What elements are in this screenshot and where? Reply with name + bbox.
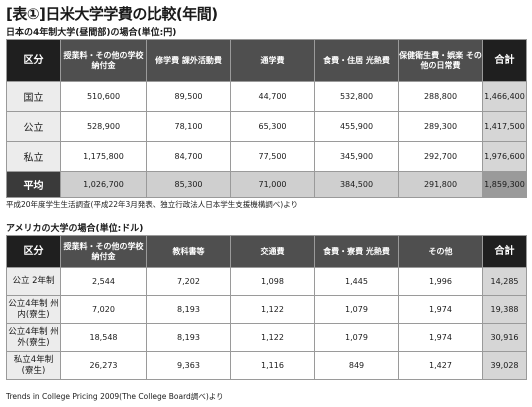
- table-row: 公立4年制 州外(寮生) 18,548 8,193 1,122 1,079 1,…: [6, 323, 527, 352]
- cell-other: 1,996: [398, 267, 483, 296]
- cell-transport: 1,098: [230, 267, 315, 296]
- row-label-private-4yr: 私立4年制 (寮生): [6, 351, 61, 380]
- cell-health-leisure: 292,700: [398, 141, 483, 172]
- header-food-dorm: 食費・寮費 光熱費: [314, 235, 399, 268]
- row-label-national: 国立: [6, 81, 61, 112]
- cell-total: 1,417,500: [482, 111, 527, 142]
- cell-other: 1,974: [398, 323, 483, 352]
- cell-tuition: 7,020: [60, 295, 147, 324]
- row-label-public-2yr: 公立 2年制: [6, 267, 61, 296]
- usa-table-subtitle: アメリカの大学の場合(単位:ドル): [6, 224, 144, 234]
- cell-total: 14,285: [482, 267, 527, 296]
- cell-study-activity: 84,700: [146, 141, 231, 172]
- cell-textbooks: 9,363: [146, 351, 231, 380]
- japan-header-row: 区分 授業料・その他の学校納付金 修学費 課外活動費 通学費 食費・住居 光熱費…: [6, 39, 527, 82]
- header-tuition: 授業料・その他の学校納付金: [60, 39, 147, 82]
- header-tuition: 授業料・その他の学校納付金: [60, 235, 147, 268]
- cell-transport: 1,122: [230, 295, 315, 324]
- cell-food-housing: 384,500: [314, 171, 399, 198]
- table-row: 私立4年制 (寮生) 26,273 9,363 1,116 849 1,427 …: [6, 351, 527, 380]
- cell-food-dorm: 1,079: [314, 323, 399, 352]
- table-row: 公立4年制 州内(寮生) 7,020 8,193 1,122 1,079 1,9…: [6, 295, 527, 324]
- cell-total: 1,859,300: [482, 171, 527, 198]
- cell-total: 19,388: [482, 295, 527, 324]
- table-row: 私立 1,175,800 84,700 77,500 345,900 292,7…: [6, 141, 527, 172]
- cell-total: 1,466,400: [482, 81, 527, 112]
- row-label-public-4yr-in-state: 公立4年制 州内(寮生): [6, 295, 61, 324]
- cell-tuition: 510,600: [60, 81, 147, 112]
- cell-commute: 65,300: [230, 111, 315, 142]
- cell-textbooks: 8,193: [146, 323, 231, 352]
- cell-study-activity: 78,100: [146, 111, 231, 142]
- cell-commute: 71,000: [230, 171, 315, 198]
- header-textbooks: 教科書等: [146, 235, 231, 268]
- table-row: 国立 510,600 89,500 44,700 532,800 288,800…: [6, 81, 527, 112]
- row-label-public: 公立: [6, 111, 61, 142]
- cell-textbooks: 8,193: [146, 295, 231, 324]
- cell-food-dorm: 1,079: [314, 295, 399, 324]
- cell-commute: 44,700: [230, 81, 315, 112]
- header-other: その他: [398, 235, 483, 268]
- row-label-private: 私立: [6, 141, 61, 172]
- cell-total: 39,028: [482, 351, 527, 380]
- row-label-public-4yr-out-of-state: 公立4年制 州外(寮生): [6, 323, 61, 352]
- cell-tuition: 18,548: [60, 323, 147, 352]
- japan-source-note: 平成20年度学生生活調査(平成22年3月発表、独立行政法人日本学生支援機構調べ)…: [6, 200, 299, 209]
- cell-total: 30,916: [482, 323, 527, 352]
- header-health-leisure: 保健衛生費・娯楽 その他の日常費: [398, 39, 483, 82]
- cell-tuition: 528,900: [60, 111, 147, 142]
- header-total: 合計: [482, 39, 527, 82]
- cell-transport: 1,122: [230, 323, 315, 352]
- cell-textbooks: 7,202: [146, 267, 231, 296]
- japan-cost-table: 区分 授業料・その他の学校納付金 修学費 課外活動費 通学費 食費・住居 光熱費…: [6, 39, 527, 198]
- cell-other: 1,974: [398, 295, 483, 324]
- row-label-average: 平均: [6, 171, 61, 198]
- cell-food-housing: 455,900: [314, 111, 399, 142]
- cell-tuition: 2,544: [60, 267, 147, 296]
- cell-food-housing: 345,900: [314, 141, 399, 172]
- page-title: [表①]日米大学学費の比較(年間): [6, 5, 218, 23]
- cell-total: 1,976,600: [482, 141, 527, 172]
- japan-table-subtitle: 日本の4年制大学(昼間部)の場合(単位:円): [6, 28, 177, 38]
- cell-health-leisure: 289,300: [398, 111, 483, 142]
- average-row: 平均 1,026,700 85,300 71,000 384,500 291,8…: [6, 171, 527, 198]
- header-transport: 交通費: [230, 235, 315, 268]
- cell-transport: 1,116: [230, 351, 315, 380]
- cell-food-housing: 532,800: [314, 81, 399, 112]
- header-total: 合計: [482, 235, 527, 268]
- header-food-housing: 食費・住居 光熱費: [314, 39, 399, 82]
- cell-health-leisure: 291,800: [398, 171, 483, 198]
- usa-cost-table: 区分 授業料・その他の学校納付金 教科書等 交通費 食費・寮費 光熱費 その他 …: [6, 235, 527, 380]
- cell-food-dorm: 849: [314, 351, 399, 380]
- usa-header-row: 区分 授業料・その他の学校納付金 教科書等 交通費 食費・寮費 光熱費 その他 …: [6, 235, 527, 268]
- cell-commute: 77,500: [230, 141, 315, 172]
- usa-source-note: Trends in College Pricing 2009(The Colle…: [6, 392, 224, 401]
- cell-food-dorm: 1,445: [314, 267, 399, 296]
- cell-health-leisure: 288,800: [398, 81, 483, 112]
- cell-other: 1,427: [398, 351, 483, 380]
- cell-study-activity: 85,300: [146, 171, 231, 198]
- cell-tuition: 26,273: [60, 351, 147, 380]
- cell-tuition: 1,175,800: [60, 141, 147, 172]
- table-row: 公立 2年制 2,544 7,202 1,098 1,445 1,996 14,…: [6, 267, 527, 296]
- header-study-activity: 修学費 課外活動費: [146, 39, 231, 82]
- cell-study-activity: 89,500: [146, 81, 231, 112]
- header-category: 区分: [6, 235, 61, 268]
- table-row: 公立 528,900 78,100 65,300 455,900 289,300…: [6, 111, 527, 142]
- cell-tuition: 1,026,700: [60, 171, 147, 198]
- header-category: 区分: [6, 39, 61, 82]
- header-commute: 通学費: [230, 39, 315, 82]
